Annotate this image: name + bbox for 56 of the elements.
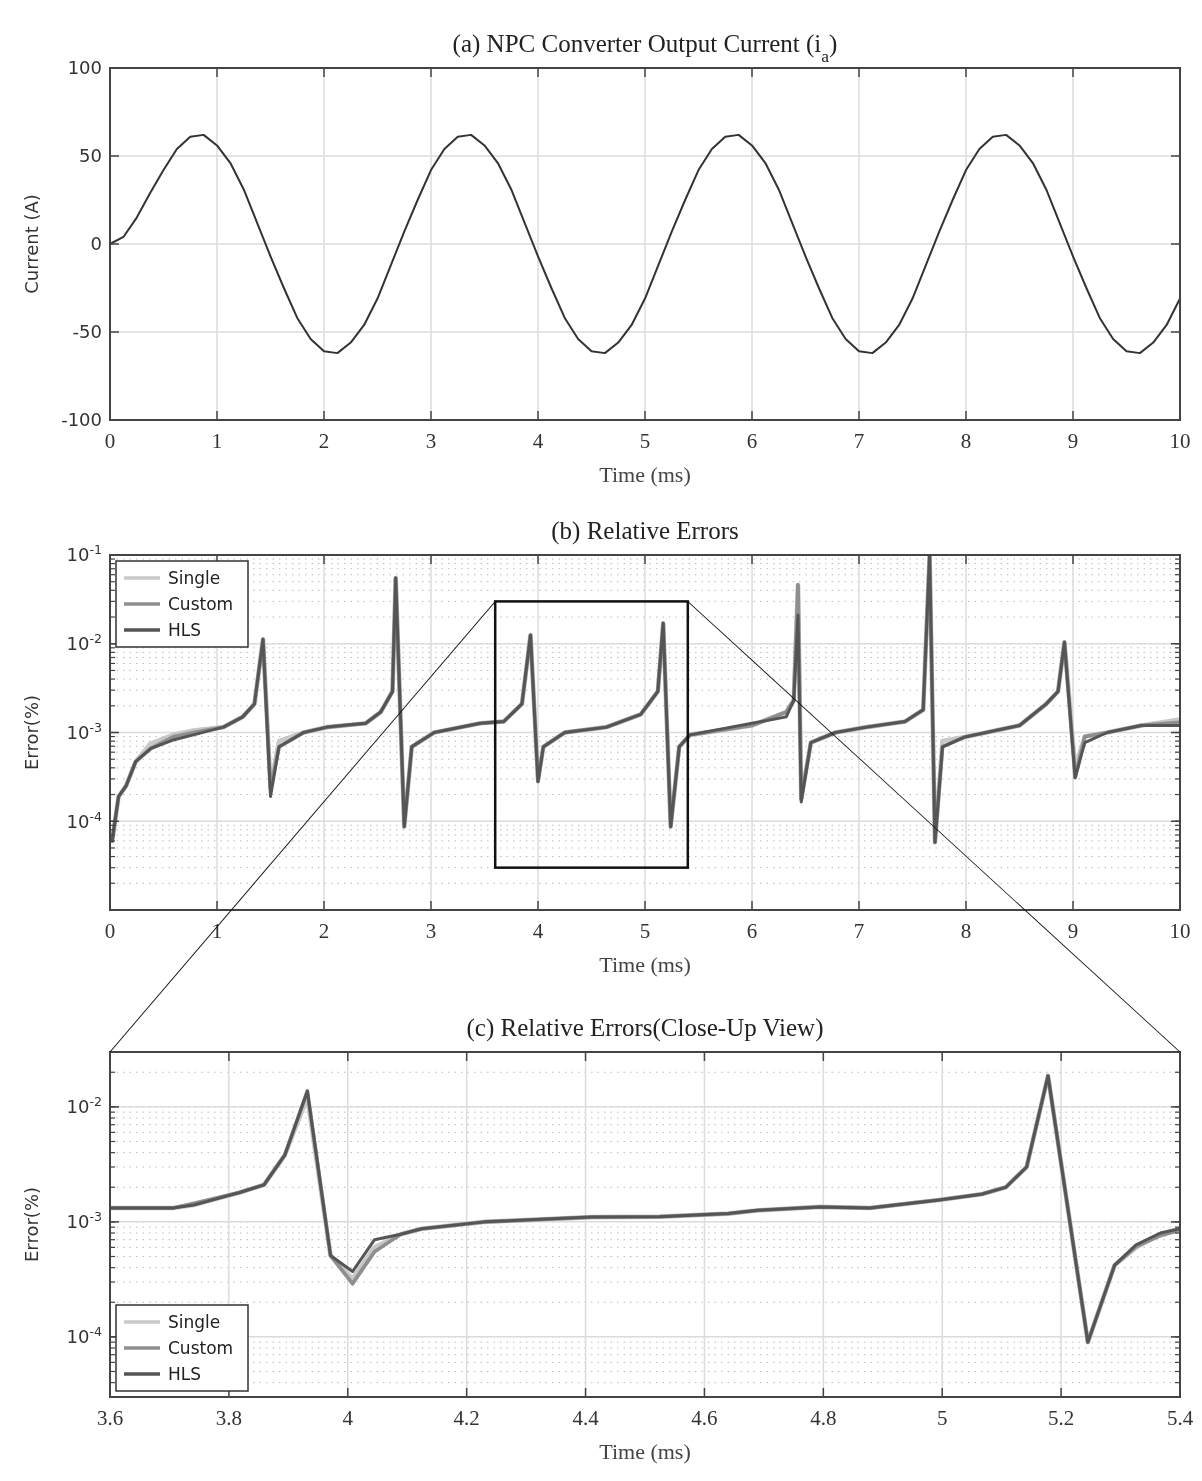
y-tick-label: 10$^{-4}$: [66, 1323, 102, 1348]
x-tick-label: 6: [746, 429, 758, 453]
legend-label: Single: [168, 1311, 221, 1332]
x-tick-label: 4.4: [572, 1406, 600, 1430]
chart-title: (b) Relative Errors: [551, 517, 739, 545]
x-tick-label: 4.2: [453, 1406, 480, 1430]
y-tick-label: 100: [67, 57, 102, 79]
x-tick-label: 3: [425, 429, 437, 453]
y-axis-title: Error(%): [21, 1186, 42, 1263]
x-tick-label: 4.8: [810, 1406, 837, 1430]
y-tick-label: 50: [79, 145, 102, 167]
x-axis-title: Time (ms): [599, 952, 691, 977]
y-tick-label: 10$^{-2}$: [66, 1093, 102, 1118]
x-tick-label: 5.4: [1166, 1406, 1194, 1430]
x-tick-label: 7: [853, 919, 865, 943]
x-tick-label: 4: [532, 919, 544, 943]
x-tick-label: 4: [342, 1406, 354, 1430]
legend-label: Single: [168, 567, 221, 588]
x-axis-title: Time (ms): [599, 462, 691, 487]
legend-label: Custom: [168, 1337, 234, 1358]
x-tick-label: 2: [318, 919, 330, 943]
y-tick-label: 10$^{-3}$: [66, 1208, 102, 1233]
chart-title: (a) NPC Converter Output Current (i$_{a}$): [452, 30, 838, 66]
x-tick-label: 5.2: [1047, 1406, 1075, 1430]
x-tick-label: 5: [639, 919, 651, 943]
y-axis-title: Error(%): [21, 694, 42, 771]
x-tick-label: 3.6: [96, 1406, 124, 1430]
legend-label: HLS: [168, 619, 202, 640]
legend-label: HLS: [168, 1363, 202, 1384]
x-tick-label: 8: [960, 429, 972, 453]
x-tick-label: 4.6: [691, 1406, 718, 1430]
x-tick-label: 7: [853, 429, 865, 453]
chart-title: (c) Relative Errors(Close-Up View): [466, 1014, 824, 1042]
y-tick-label: -100: [61, 409, 102, 431]
x-tick-label: 4: [532, 429, 544, 453]
y-tick-label: 0: [90, 233, 102, 255]
x-tick-label: 3.8: [215, 1406, 243, 1430]
x-tick-label: 6: [746, 919, 758, 943]
x-tick-label: 9: [1067, 429, 1079, 453]
x-tick-label: 9: [1067, 919, 1079, 943]
x-tick-label: 10: [1169, 919, 1191, 943]
x-tick-label: 1: [211, 429, 223, 453]
y-axis-title: Current (A): [21, 194, 42, 294]
y-tick-label: 10$^{-3}$: [66, 719, 102, 743]
x-axis-title: Time (ms): [599, 1439, 691, 1464]
x-tick-label: 5: [639, 429, 651, 453]
x-tick-label: 2: [318, 429, 330, 453]
legend-label: Custom: [168, 593, 234, 614]
x-tick-label: 5: [936, 1406, 948, 1430]
x-tick-label: 3: [425, 919, 437, 943]
y-tick-label: 10$^{-4}$: [66, 808, 102, 832]
y-tick-label: 10$^{-1}$: [66, 541, 102, 566]
y-tick-label: 10$^{-2}$: [66, 630, 102, 655]
y-tick-label: -50: [72, 321, 102, 343]
x-tick-label: 8: [960, 919, 972, 943]
x-tick-label: 10: [1169, 429, 1191, 453]
